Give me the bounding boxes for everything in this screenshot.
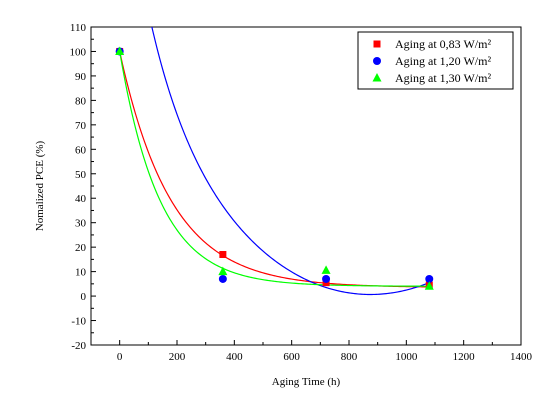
y-axis-title: Nomalized PCE (%): [34, 140, 46, 231]
x-axis: 0 200 400 600 800 1000 1200 1400: [90, 340, 533, 363]
y-tick-label: 70: [75, 120, 87, 132]
data-point-series-2: [322, 274, 331, 283]
y-tick-label: 110: [70, 22, 87, 34]
y-axis: -20 -10 0 10 20 30 40 50 60 70 80 90 100 110: [70, 22, 96, 352]
legend-marker-series-2: [373, 57, 381, 65]
y-tick-label: 60: [75, 144, 87, 156]
x-tick-label: 1000: [395, 351, 418, 363]
legend-label-series-2: Aging at 1,20 W/m²: [395, 54, 491, 68]
x-tick-label: 1400: [510, 351, 533, 363]
x-axis-title: Aging Time (h): [272, 376, 341, 388]
y-tick-label: 10: [75, 267, 87, 279]
x-tick-label: 800: [341, 351, 358, 363]
x-tick-label: 600: [283, 351, 300, 363]
data-point-series-3: [115, 46, 125, 55]
y-tick-label: 40: [75, 193, 87, 205]
data-point-series-2: [425, 274, 434, 283]
data-point-series-2: [218, 274, 227, 283]
data-point-series-1: [219, 250, 227, 258]
legend-marker-series-1: [373, 40, 381, 48]
fit-curve-series-2: [151, 27, 430, 296]
x-tick-label: 400: [226, 351, 243, 363]
x-tick-label: 200: [169, 351, 186, 363]
legend-label-series-1: Aging at 0,83 W/m²: [395, 37, 491, 51]
legend: Aging at 0,83 W/m² Aging at 1,20 W/m² Agin…: [357, 31, 514, 90]
y-tick-label: 80: [75, 95, 87, 107]
y-tick-label: 90: [75, 71, 87, 83]
y-tick-label: -10: [71, 316, 86, 328]
data-point-series-3: [218, 266, 228, 276]
y-tick-label: 100: [70, 46, 87, 58]
data-point-series-3: [321, 265, 331, 274]
data-point-series-3: [424, 281, 434, 290]
x-tick-label: 1200: [453, 351, 476, 363]
legend-marker-series-3: [372, 73, 382, 82]
y-tick-label: 20: [75, 242, 87, 254]
fit-curves: [119, 27, 430, 296]
y-tick-label: -20: [71, 340, 86, 352]
y-tick-label: 50: [75, 169, 87, 181]
data-points: [115, 46, 434, 290]
fit-curve-series-3: [119, 51, 430, 287]
y-tick-label: 30: [75, 218, 87, 230]
legend-label-series-3: Aging at 1,30 W/m²: [395, 71, 491, 85]
x-tick-label: 0: [117, 351, 123, 363]
y-tick-label: 0: [81, 291, 87, 303]
legend-box: [357, 31, 514, 90]
